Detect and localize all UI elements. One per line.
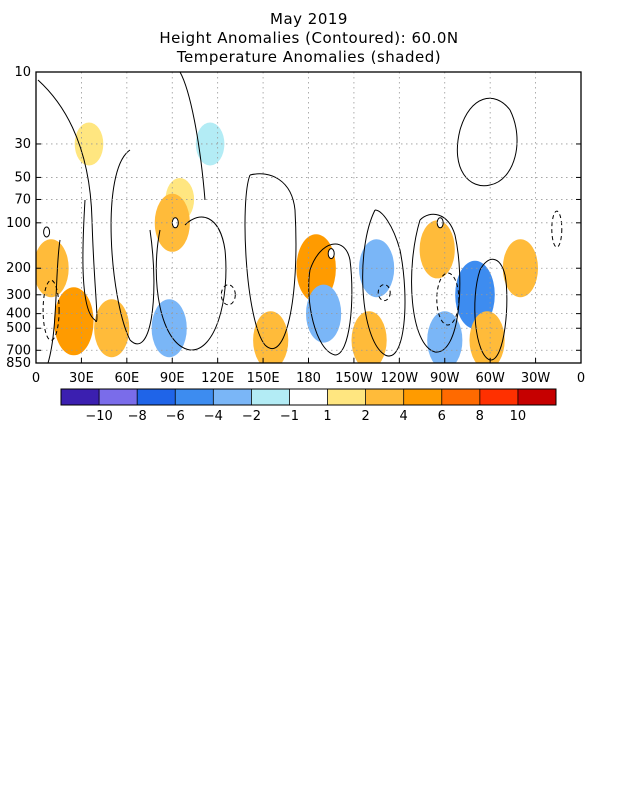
y-tick-label: 30 [14,137,31,152]
temperature-anomaly-core [435,324,455,357]
x-tick-label: 30E [69,371,94,386]
height-contour-positive [47,239,61,363]
y-tick-label: 850 [6,356,31,371]
x-tick-label: 0 [577,371,585,386]
height-contour-positive [456,97,518,187]
temperature-anomaly-region [195,122,225,166]
temperature-anomaly-core [359,324,379,357]
height-contour-positive [308,243,353,356]
height-contour-positive [411,213,461,353]
colorbar-swatch [251,389,290,405]
colorbar-label: −1 [280,409,299,424]
temperature-anomaly-core [427,233,447,266]
y-tick-label: 500 [6,321,31,336]
colorbar-swatch [61,389,100,405]
height-contour-positive [362,209,406,357]
temperature-anomaly-core [159,312,179,345]
y-tick-label: 50 [14,170,31,185]
height-contour-small-cell [43,226,51,238]
x-tick-label: 150W [335,371,373,386]
y-tick-label: 100 [6,216,31,231]
colorbar-label: 8 [476,409,484,424]
chart-subtitle-temperature: Temperature Anomalies (shaded) [176,48,442,66]
chart-titles: May 2019 Height Anomalies (Contoured): 6… [0,10,618,67]
colorbar-swatch [137,389,176,405]
temperature-anomaly-core [477,324,497,357]
x-tick-label: 180 [296,371,321,386]
colorbar-swatch [327,389,366,405]
x-tick-label: 60W [475,371,505,386]
plot-grid [36,72,581,363]
colorbar-label: −4 [204,409,223,424]
colorbar-swatch [175,389,214,405]
colorbar-label: 4 [400,409,408,424]
colorbar-label: 1 [323,409,331,424]
height-contour-positive [37,79,98,322]
x-tick-label: 90W [430,371,460,386]
colorbar-swatch [441,389,481,405]
x-tick-label: 120W [380,371,418,386]
colorbar-swatch [99,389,138,405]
temperature-anomaly-core [510,252,531,285]
x-tick-label: 30W [521,371,551,386]
x-tick-label: 120E [201,371,234,386]
x-tick-label: 60E [114,371,139,386]
chart-subtitle-height: Height Anomalies (Contoured): 60.0N [159,29,459,47]
y-tick-label: 200 [6,261,31,276]
height-contour-negative [436,272,460,326]
y-tick-label: 10 [14,65,31,80]
colorbar-label: −8 [128,409,147,424]
x-axis-ticks: 0 30E 60E 90E 120E 150E 180 150W 120W 90W 60W 30W 0 [32,358,585,386]
height-contour-negative [377,284,391,302]
colorbar-label: −10 [85,409,112,424]
colorbar-frame [60,388,557,406]
colorbar-swatch [289,389,328,405]
temperature-anomaly-core [62,302,85,340]
y-tick-label: 400 [6,307,31,322]
colorbar-label: 10 [510,409,527,424]
colorbar-label: −6 [166,409,185,424]
y-tick-label: 70 [14,192,31,207]
height-contour-positive [179,72,206,201]
colorbar-swatch [479,389,519,405]
colorbar-swatch [517,389,557,405]
height-contour-positive [155,216,227,351]
height-contour-positive [110,149,155,345]
y-tick-label: 700 [6,343,31,358]
colorbar-swatch [365,389,404,405]
height-contour-positive [244,173,297,350]
colorbar: −10 −8 −6 −4 −2 −1 1 2 4 6 8 10 [60,388,557,424]
temperature-anomaly-core [313,297,334,330]
height-contour-layer [37,72,563,363]
colorbar-swatch [403,389,443,405]
x-tick-label: 90E [160,371,185,386]
temperature-anomaly-core [261,324,281,357]
colorbar-label: 2 [361,409,369,424]
colorbar-label: −2 [242,409,261,424]
height-contour-positive [474,258,508,361]
y-tick-label: 300 [6,288,31,303]
colorbar-label: 6 [438,409,446,424]
height-contour-small-cell [327,248,335,260]
x-tick-label: 0 [32,371,40,386]
colorbar-swatch [213,389,252,405]
x-tick-label: 150E [247,371,280,386]
height-contour-negative [551,210,563,248]
height-contour-negative [42,279,60,341]
temperature-anomaly-region [74,122,104,166]
chart-title: May 2019 [270,10,348,28]
height-contour-negative [220,284,236,306]
